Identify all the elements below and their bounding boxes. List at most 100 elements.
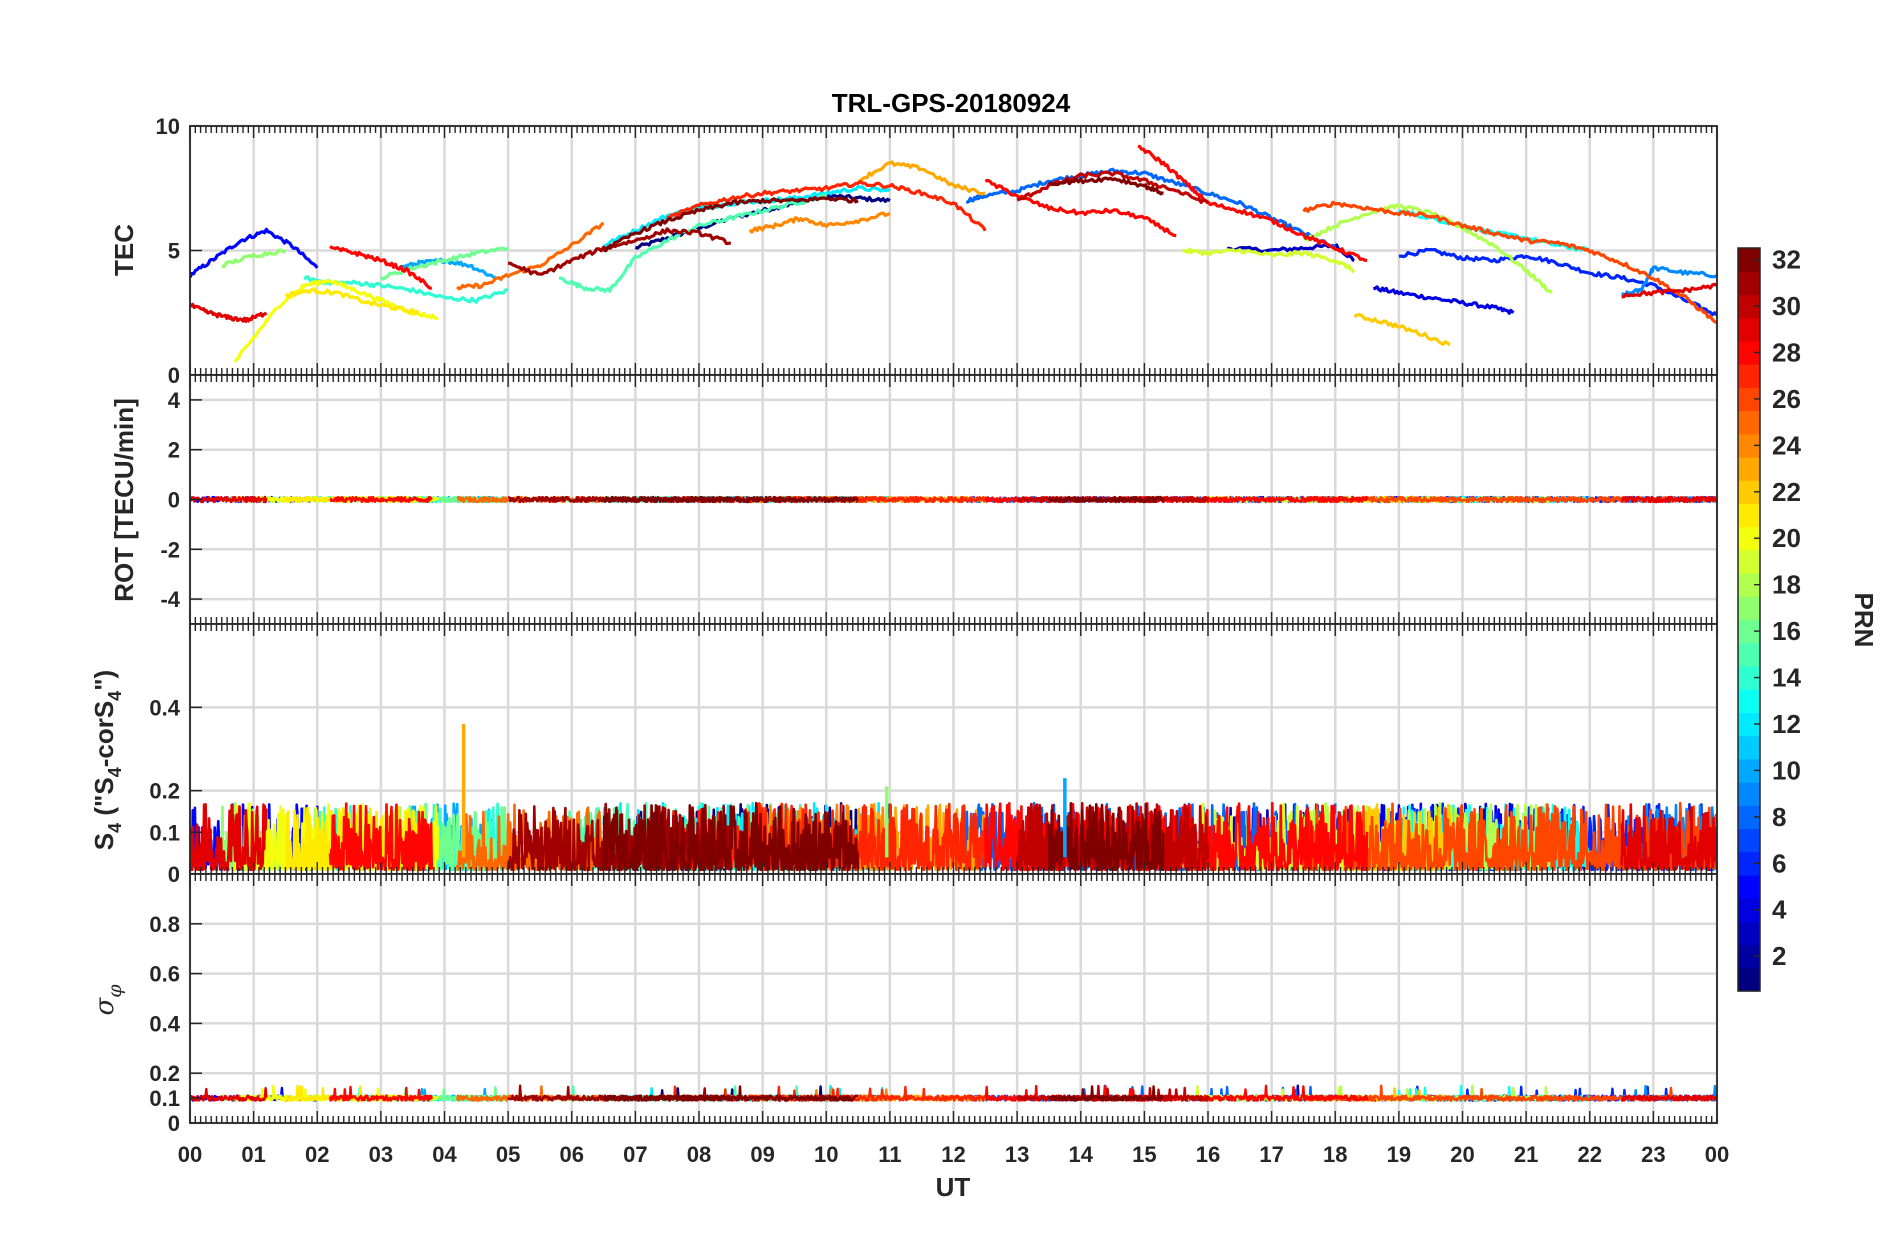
s4-axes-frame	[189, 623, 1718, 875]
colorbar-block	[1738, 712, 1760, 737]
y-tick-label: 0.2	[149, 1061, 180, 1086]
colorbar-block	[1738, 782, 1760, 806]
tec-prn-line	[666, 179, 987, 232]
colorbar-block	[1738, 898, 1760, 922]
x-tick-label: 20	[1450, 1142, 1474, 1167]
tec-prn-line	[1181, 247, 1356, 273]
colorbar-block	[1738, 735, 1760, 760]
tec-prn-line	[748, 211, 891, 234]
colorbar-block	[1738, 828, 1760, 853]
colorbar-block	[1738, 851, 1760, 876]
colorbar-block	[1738, 689, 1760, 713]
colorbar-block	[1738, 596, 1760, 621]
colorbar-block	[1738, 433, 1760, 458]
tec-prn-line	[1048, 176, 1164, 196]
x-tick-label: 16	[1196, 1142, 1220, 1167]
colorbar-tick-label: 10	[1772, 755, 1801, 785]
tec-series	[190, 144, 1717, 363]
colorbar-tick-label: 14	[1772, 663, 1801, 693]
colorbar-block	[1738, 874, 1760, 899]
y-tick-label: 0.2	[149, 779, 180, 804]
s4-y-label: S4 ("S4-corS4")	[89, 670, 125, 850]
rot-y-ticks: -4 -2 0 2 4	[160, 388, 202, 612]
y-tick-label: 4	[168, 388, 181, 413]
colorbar-block	[1738, 573, 1760, 597]
tec-y-label: TEC	[109, 224, 139, 276]
colorbar-block	[1738, 387, 1760, 412]
rot-y-label: ROT [TECU/min]	[109, 398, 139, 602]
colorbar-block	[1738, 294, 1760, 319]
x-tick-label: 21	[1514, 1142, 1538, 1167]
colorbar-tick-label: 2	[1772, 941, 1786, 971]
y-tick-label: 0.4	[149, 695, 180, 720]
x-tick-label: 03	[369, 1142, 393, 1167]
tec-prn-line	[1302, 200, 1717, 325]
sigma_phi-prn-line	[328, 1085, 433, 1102]
tec-panel: 0 5 10 TEC	[109, 114, 1719, 388]
y-tick-label: 2	[168, 438, 180, 463]
colorbar-block	[1738, 619, 1760, 644]
colorbar-tick-label: 22	[1772, 477, 1801, 507]
tec-prn-line	[190, 227, 319, 278]
y-tick-label: 0	[168, 1111, 180, 1136]
colorbar-tick-label: 28	[1772, 337, 1801, 367]
colorbar-block	[1738, 317, 1760, 342]
x-axis-label: UT	[936, 1172, 971, 1202]
x-tick-label: 19	[1387, 1142, 1411, 1167]
x-tick-label: 12	[941, 1142, 965, 1167]
y-tick-label: 0	[168, 488, 180, 513]
x-tick-label: 02	[305, 1142, 329, 1167]
tec-prn-line	[1372, 285, 1515, 315]
sigma-phi-panel: 00.10.2 0.4 0.6 0.8 σφ	[90, 873, 1719, 1136]
sigma_phi-prn-line	[190, 1086, 268, 1102]
x-tick-label: 00	[1705, 1142, 1729, 1167]
colorbar-tick-label: 12	[1772, 709, 1801, 739]
colorbar-block	[1738, 665, 1760, 690]
rot-prn-line	[329, 495, 433, 504]
colorbar-block	[1738, 805, 1760, 830]
colorbar-block	[1738, 456, 1760, 481]
y-tick-label: 0.8	[149, 912, 180, 937]
colorbar-tick-label: 20	[1772, 523, 1801, 553]
colorbar-block	[1738, 921, 1760, 946]
y-tick-label: 0	[168, 363, 180, 388]
tec-prn-line	[1302, 203, 1553, 294]
x-tick-label: 06	[560, 1142, 584, 1167]
y-tick-label: 0.1	[149, 820, 180, 845]
sigma-phi-axes-frame	[189, 873, 1718, 1124]
colorbar-tick-label: 30	[1772, 291, 1801, 321]
sigma_phi-prn-line	[284, 1084, 421, 1102]
s4-prn-line	[1047, 801, 1165, 872]
tec-prn-line	[456, 221, 605, 291]
x-tick-label: 15	[1132, 1142, 1156, 1167]
colorbar-block	[1738, 944, 1760, 969]
y-tick-label: 0.4	[149, 1011, 180, 1036]
rot-prn-line	[190, 495, 268, 504]
colorbar-block	[1738, 410, 1760, 435]
y-tick-label: 5	[168, 239, 180, 264]
colorbar-block	[1738, 503, 1760, 528]
tec-prn-line	[1621, 265, 1717, 298]
tec-prn-line	[221, 248, 287, 269]
colorbar-tick-label: 8	[1772, 802, 1786, 832]
sigma-phi-y-label: σφ	[90, 984, 126, 1016]
colorbar-block	[1738, 480, 1760, 505]
tec-prn-line	[1016, 170, 1210, 205]
x-tick-label: 23	[1641, 1142, 1665, 1167]
x-tick-label: 10	[814, 1142, 838, 1167]
x-tick-label: 18	[1323, 1142, 1347, 1167]
x-tick-label: 08	[687, 1142, 711, 1167]
colorbar-tick-label: 18	[1772, 570, 1801, 600]
colorbar-block	[1738, 549, 1760, 574]
tec-prn-line	[984, 178, 1177, 238]
colorbar-block	[1738, 248, 1760, 272]
y-tick-label: 0.1	[149, 1086, 180, 1111]
y-tick-label: -2	[160, 537, 180, 562]
tec-prn-line	[1353, 312, 1451, 347]
y-tick-label: -4	[160, 587, 180, 612]
colorbar-block	[1738, 642, 1760, 667]
colorbar-tick-label: 32	[1772, 245, 1801, 275]
colorbar-tick-label: 26	[1772, 384, 1801, 414]
